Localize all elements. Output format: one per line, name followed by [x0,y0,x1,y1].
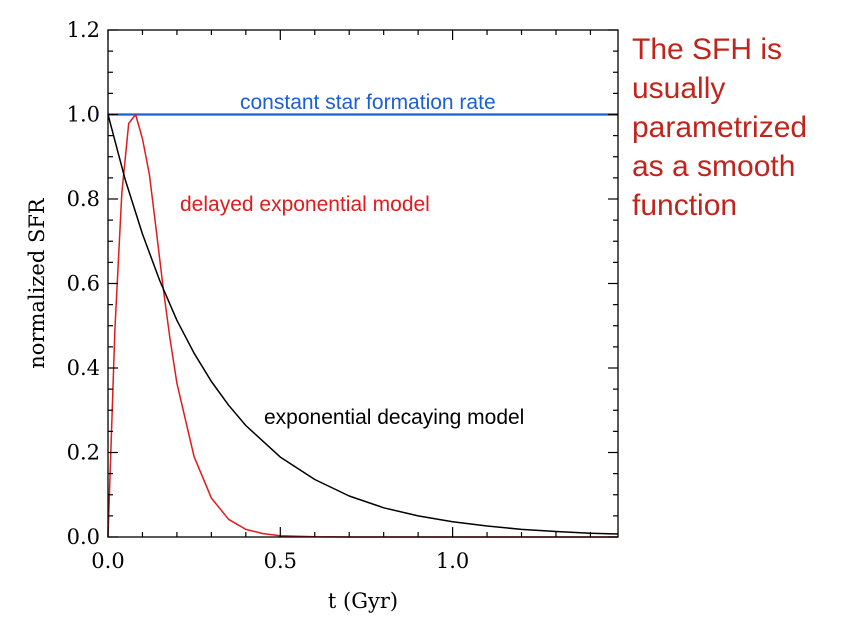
side-note: The SFH is usually parametrized as a smo… [632,30,847,225]
y-tick-label: 1.0 [67,103,100,127]
side-note-line: The SFH is [632,33,783,66]
side-note-line: as a smooth [632,150,796,183]
series-line-2 [107,114,619,535]
y-tick-label: 1.2 [67,18,100,42]
x-tick-label: 1.0 [436,549,469,573]
side-note-line: parametrized [632,111,808,144]
annotation-constant-sfr: constant star formation rate [240,91,496,114]
tick-marks [107,29,618,538]
y-tick-label: 0.2 [67,441,100,465]
y-tick-label: 0.8 [67,187,100,211]
side-note-line: usually [632,72,726,105]
annotation-exponential-decaying: exponential decaying model [264,406,524,429]
side-note-line: function [632,189,738,222]
x-tick-label: 0.0 [91,549,124,573]
series-layer [107,113,619,538]
y-tick-label: 0.6 [67,272,100,296]
y-tick-label: 0.4 [67,356,100,380]
y-tick-label: 0.0 [67,525,100,549]
annotation-delayed-exponential: delayed exponential model [180,193,430,216]
x-tick-label: 0.5 [264,549,297,573]
x-axis-title: t (Gyr) [328,589,398,613]
y-axis-title: normalized SFR [25,197,49,369]
tick-labels: 0.0 0.5 1.0 0.0 0.2 0.4 0.6 0.8 1.0 1.2 [67,18,470,573]
series-line-1 [107,113,618,538]
